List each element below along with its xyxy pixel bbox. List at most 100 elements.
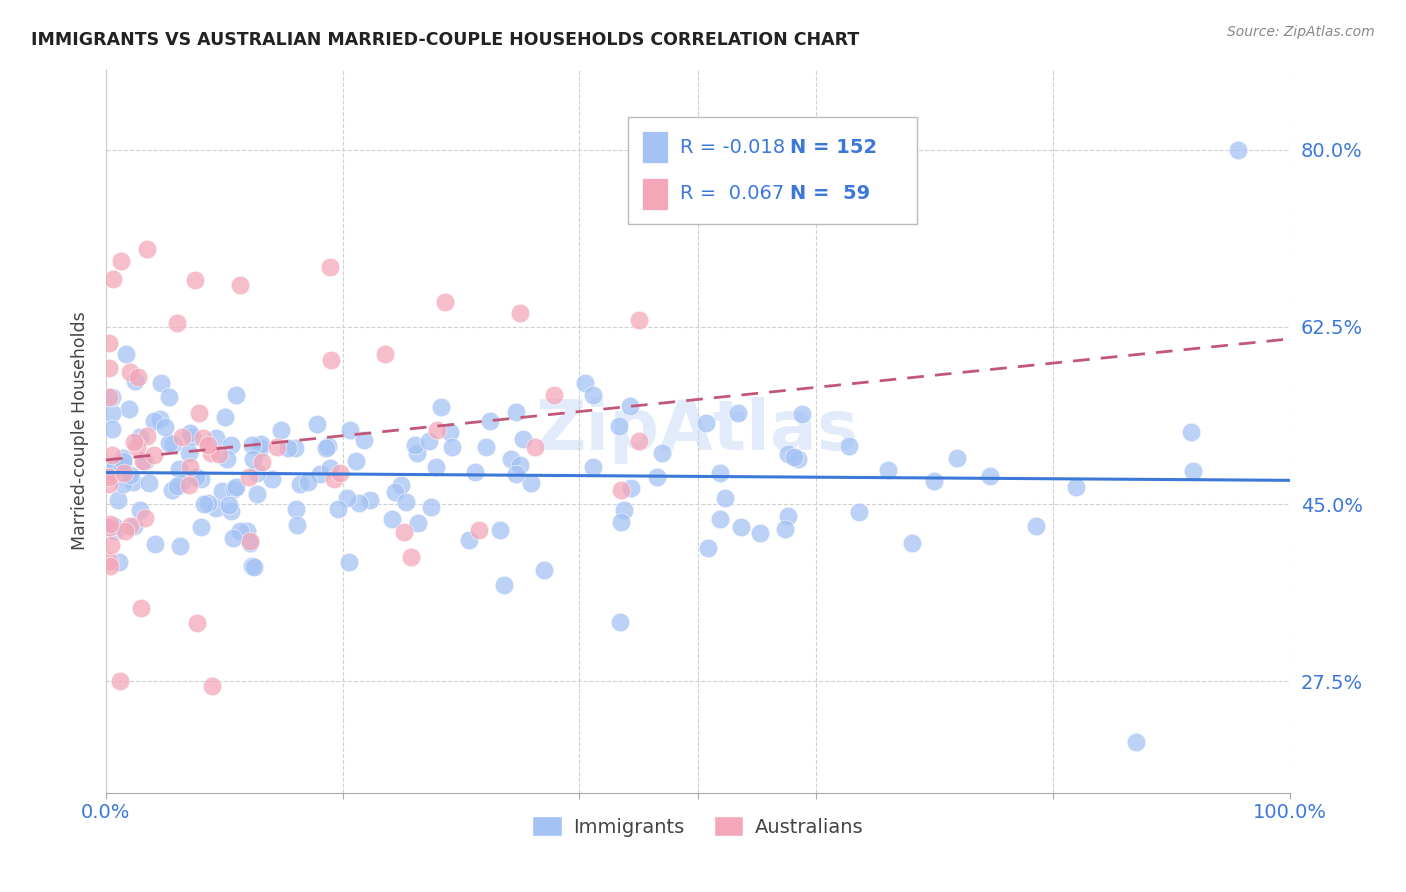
Y-axis label: Married-couple Households: Married-couple Households: [72, 311, 89, 550]
Point: [98, 554, 121, 568]
Point: [197, 438, 219, 452]
Point: [786, 452, 808, 467]
Point: [128, 430, 150, 444]
Point: [200, 446, 222, 460]
Point: [441, 440, 464, 454]
Point: [240, 438, 263, 452]
Point: [297, 475, 319, 489]
Point: [277, 442, 299, 456]
Point: [229, 524, 252, 538]
Point: [225, 388, 247, 402]
Point: [285, 518, 308, 533]
Point: [783, 450, 806, 464]
Point: [108, 555, 131, 569]
Point: [239, 534, 262, 549]
Point: [98, 559, 121, 574]
Point: [112, 477, 135, 491]
Point: [101, 390, 124, 404]
Point: [505, 467, 527, 481]
Point: [172, 430, 194, 444]
Point: [120, 467, 142, 482]
Point: [188, 406, 211, 420]
Point: [177, 445, 200, 459]
Point: [404, 438, 426, 452]
Point: [190, 472, 212, 486]
Point: [117, 402, 139, 417]
Point: [284, 502, 307, 516]
Point: [1182, 464, 1205, 478]
Point: [167, 461, 190, 475]
Point: [201, 679, 224, 693]
Point: [709, 466, 731, 480]
Point: [184, 469, 207, 483]
Point: [773, 522, 796, 536]
Point: [260, 473, 283, 487]
Point: [112, 453, 135, 467]
Point: [457, 533, 479, 547]
Point: [204, 432, 226, 446]
Point: [838, 439, 860, 453]
Point: [418, 434, 440, 449]
Point: [520, 476, 543, 491]
Point: [218, 498, 240, 512]
Point: [98, 335, 121, 350]
Point: [319, 260, 342, 274]
Point: [695, 416, 717, 430]
Point: [305, 417, 328, 431]
Point: [222, 483, 245, 497]
Point: [101, 422, 124, 436]
Point: [347, 496, 370, 510]
Point: [100, 538, 122, 552]
Point: [319, 352, 342, 367]
Point: [474, 441, 496, 455]
Point: [408, 516, 430, 530]
Point: [877, 463, 900, 477]
Point: [134, 454, 156, 468]
Point: [727, 407, 749, 421]
Point: [111, 458, 134, 473]
Point: [315, 441, 337, 455]
Point: [103, 519, 125, 533]
Point: [229, 278, 252, 293]
Point: [246, 486, 269, 500]
Point: [222, 531, 245, 545]
Point: [120, 519, 142, 533]
Point: [115, 346, 138, 360]
Point: [353, 434, 375, 448]
Point: [249, 441, 271, 455]
Point: [266, 440, 288, 454]
Text: ZipAtlas: ZipAtlas: [536, 397, 859, 464]
Point: [607, 418, 630, 433]
Point: [468, 523, 491, 537]
Text: IMMIGRANTS VS AUSTRALIAN MARRIED-COUPLE HOUSEHOLDS CORRELATION CHART: IMMIGRANTS VS AUSTRALIAN MARRIED-COUPLE …: [31, 31, 859, 49]
Point: [211, 484, 233, 499]
Point: [848, 505, 870, 519]
Point: [166, 316, 188, 330]
Point: [190, 519, 212, 533]
Point: [339, 423, 361, 437]
Point: [339, 555, 361, 569]
Point: [104, 524, 127, 538]
Point: [98, 476, 121, 491]
Point: [128, 503, 150, 517]
Point: [509, 306, 531, 320]
Point: [696, 541, 718, 556]
Point: [344, 454, 367, 468]
Point: [186, 616, 208, 631]
Point: [225, 480, 247, 494]
Text: Source: ZipAtlas.com: Source: ZipAtlas.com: [1227, 25, 1375, 39]
Point: [439, 425, 461, 439]
Point: [166, 479, 188, 493]
Point: [389, 477, 412, 491]
Point: [323, 471, 346, 485]
Point: [98, 519, 121, 533]
Point: [138, 476, 160, 491]
Point: [179, 478, 201, 492]
Point: [143, 537, 166, 551]
Point: [242, 559, 264, 574]
Point: [399, 550, 422, 565]
Point: [384, 485, 406, 500]
Point: [778, 509, 800, 524]
Point: [111, 450, 134, 465]
Point: [730, 520, 752, 534]
